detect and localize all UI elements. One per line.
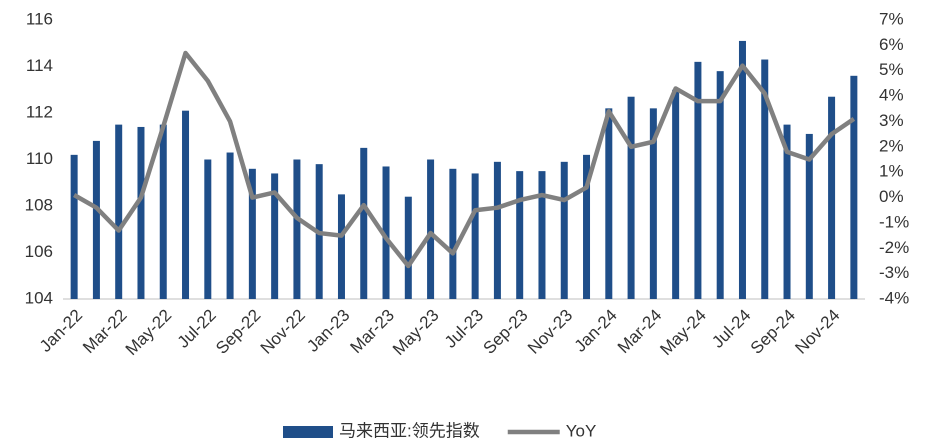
line [73, 50, 856, 269]
x-tick-label: Mar-23 [347, 306, 399, 358]
y2-tick-label: -1% [879, 212, 909, 231]
bar [92, 140, 100, 299]
bar [226, 152, 234, 299]
x-tick-label: Sep-22 [212, 306, 264, 358]
y-tick-label: 104 [25, 288, 53, 307]
y2-tick-label: 1% [879, 162, 904, 181]
x-tick-label: Mar-22 [79, 306, 131, 358]
bar [805, 133, 813, 299]
bar [382, 166, 390, 299]
bar [538, 171, 546, 299]
bar [293, 159, 301, 299]
bar [761, 59, 769, 300]
bar [360, 147, 368, 299]
legend-label: YoY [566, 421, 597, 440]
bar [137, 126, 145, 299]
x-tick-label: Nov-22 [257, 306, 309, 358]
bar [159, 124, 167, 299]
bar [516, 171, 524, 299]
x-tick-label: Jan-24 [571, 306, 621, 356]
bar [738, 40, 746, 300]
y2-tick-label: 4% [879, 86, 904, 105]
y2-tick-label: 3% [879, 111, 904, 130]
y-tick-label: 116 [26, 9, 53, 28]
y2-tick-label: 2% [879, 136, 904, 155]
y2-tick-label: 5% [879, 60, 904, 79]
y2-tick-label: 0% [879, 187, 904, 206]
x-tick-label: Sep-23 [479, 306, 531, 358]
y-tick-label: 106 [25, 242, 53, 261]
y-tick-label: 114 [26, 56, 53, 75]
bar [828, 96, 836, 299]
y-tick-label: 108 [25, 195, 53, 214]
x-tick-label: Mar-24 [614, 306, 666, 358]
y2-tick-label: -4% [879, 288, 909, 307]
legend-swatch [283, 426, 333, 438]
bar [182, 110, 190, 299]
bar [716, 71, 724, 300]
bar [783, 124, 791, 299]
bar [672, 89, 680, 299]
bar [694, 61, 702, 299]
bar [115, 124, 123, 299]
x-tick-label: Jan-22 [36, 306, 86, 356]
bar [605, 108, 613, 299]
x-tick-label: May-22 [122, 306, 176, 360]
y2-tick-label: -3% [879, 263, 909, 282]
y2-tick-label: 6% [879, 35, 904, 54]
bar [449, 168, 457, 299]
bar [627, 96, 635, 299]
x-tick-label: Nov-23 [524, 306, 576, 358]
bar [404, 196, 412, 299]
x-tick-label: May-23 [389, 306, 443, 360]
y-tick-label: 112 [26, 102, 53, 121]
y2-tick-label: 7% [879, 9, 904, 28]
bar [493, 161, 501, 299]
bar [204, 159, 212, 299]
x-tick-label: Nov-24 [791, 306, 843, 358]
bar [337, 194, 345, 299]
bar [471, 173, 479, 299]
bar [271, 173, 279, 299]
bar [248, 168, 256, 299]
x-tick-label: May-24 [656, 306, 710, 360]
legend-label: 马来西亚:领先指数 [339, 421, 480, 440]
bar [850, 75, 858, 299]
y2-tick-label: -2% [879, 238, 909, 257]
bar [649, 108, 657, 299]
bar [427, 159, 435, 299]
x-tick-label: Sep-24 [747, 306, 799, 358]
x-tick-label: Jan-23 [303, 306, 353, 356]
bar [560, 161, 568, 299]
bar [583, 154, 591, 299]
bar [70, 154, 78, 299]
y-tick-label: 110 [26, 149, 53, 168]
